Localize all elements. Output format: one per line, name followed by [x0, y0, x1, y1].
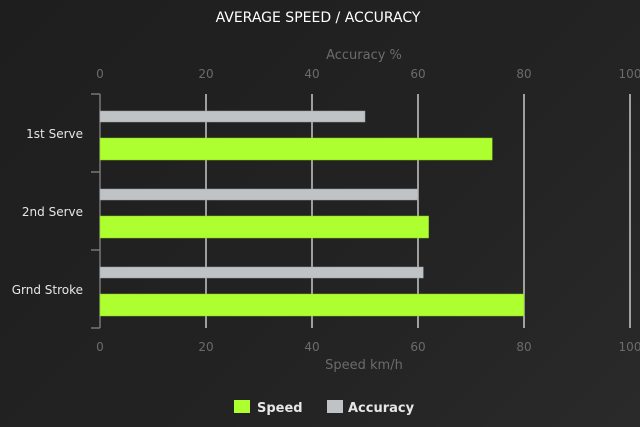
- speed-bar: [99, 137, 493, 161]
- legend-label-accuracy: Accuracy: [348, 401, 415, 416]
- chart-title: AVERAGE SPEED / ACCURACY: [216, 10, 421, 26]
- legend-label-speed: Speed: [257, 401, 303, 416]
- accuracy-bar: [99, 188, 419, 201]
- top-tick-label: 20: [198, 67, 213, 81]
- bottom-tick-label: 80: [516, 340, 531, 354]
- category-label: 1st Serve: [26, 127, 83, 141]
- bottom-axis-label: Speed km/h: [325, 358, 403, 373]
- speed-bar: [99, 215, 429, 239]
- top-tick-label: 0: [96, 67, 104, 81]
- bottom-tick-label: 60: [410, 340, 425, 354]
- bottom-tick-label: 100: [619, 340, 640, 354]
- top-tick-label: 80: [516, 67, 531, 81]
- accuracy-bar: [99, 266, 424, 279]
- top-axis-label: Accuracy %: [326, 48, 402, 63]
- top-tick-label: 100: [619, 67, 640, 81]
- top-tick-label: 60: [410, 67, 425, 81]
- accuracy-bar: [99, 110, 366, 123]
- top-tick-label: 40: [304, 67, 319, 81]
- bottom-tick-label: 40: [304, 340, 319, 354]
- category-label: Grnd Stroke: [12, 283, 83, 297]
- legend-swatch-accuracy: [327, 400, 343, 413]
- bottom-tick-label: 0: [96, 340, 104, 354]
- bottom-tick-label: 20: [198, 340, 213, 354]
- legend-swatch-speed: [234, 400, 250, 413]
- category-label: 2nd Serve: [22, 205, 83, 219]
- speed-bar: [99, 293, 525, 317]
